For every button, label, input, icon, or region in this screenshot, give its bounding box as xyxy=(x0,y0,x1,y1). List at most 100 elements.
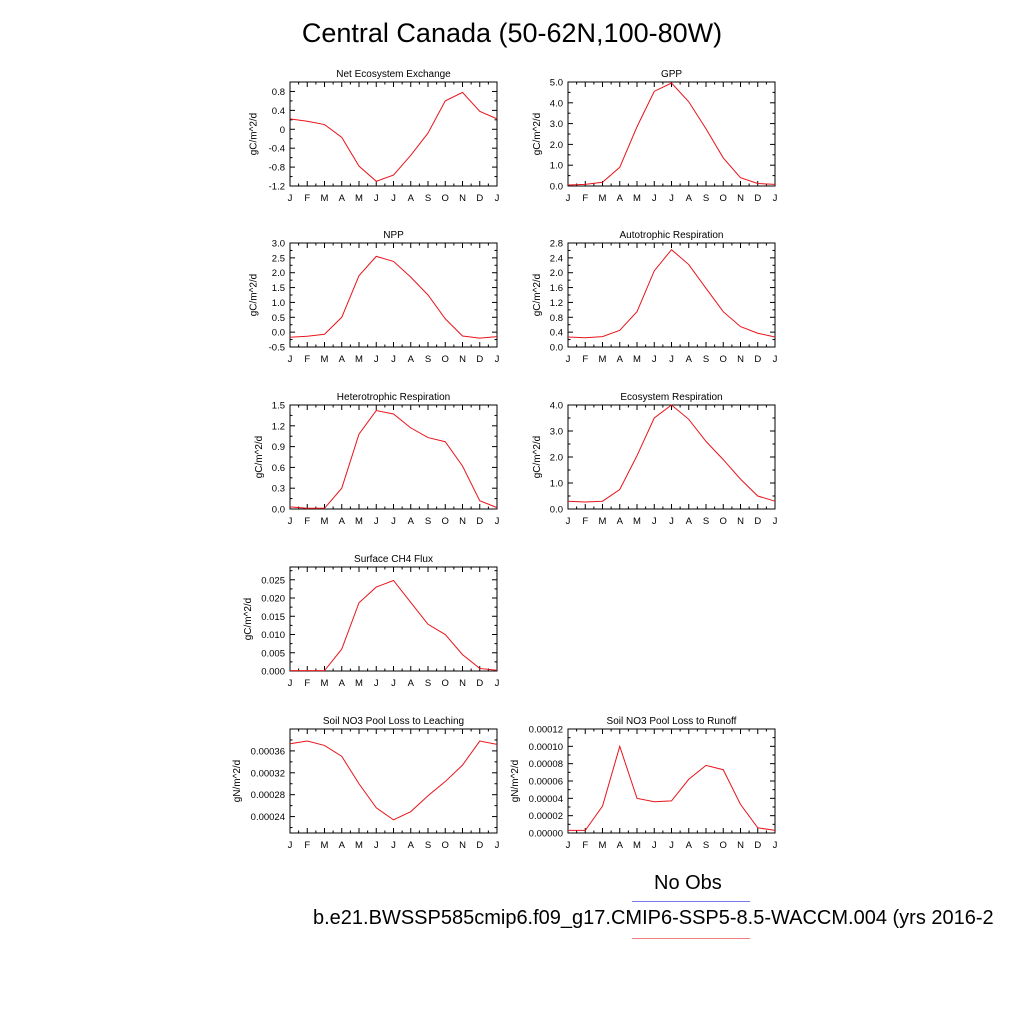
x-tick-label: F xyxy=(582,516,588,527)
x-tick-label: J xyxy=(374,840,379,851)
x-tick-label: S xyxy=(425,354,431,365)
x-tick-label: F xyxy=(304,193,310,204)
x-tick-label: O xyxy=(720,516,727,527)
y-tick-label: 0.00036 xyxy=(251,746,285,757)
x-tick-label: J xyxy=(566,516,571,527)
y-tick-label: 3.0 xyxy=(550,427,563,438)
chart-title: Autotrophic Respiration xyxy=(620,230,724,241)
y-tick-label: 0.00032 xyxy=(251,768,285,779)
series-line xyxy=(289,409,498,509)
x-tick-label: O xyxy=(442,516,449,527)
x-tick-label: M xyxy=(633,354,641,365)
x-tick-label: M xyxy=(599,840,607,851)
y-tick-label: 1.5 xyxy=(272,283,285,294)
legend-case-label: b.e21.BWSSP585cmip6.f09_g17.CMIP6-SSP5-8… xyxy=(313,907,994,929)
y-tick-label: 2.4 xyxy=(550,253,563,264)
y-tick-label: 2.8 xyxy=(550,239,563,250)
chart-title: GPP xyxy=(661,69,682,80)
y-tick-label: 1.2 xyxy=(550,298,563,309)
chart-title: Net Ecosystem Exchange xyxy=(336,69,451,80)
series-line xyxy=(567,248,776,339)
x-tick-label: N xyxy=(737,354,744,365)
x-tick-label: M xyxy=(355,516,363,527)
x-tick-label: J xyxy=(495,516,500,527)
x-tick-label: J xyxy=(669,354,674,365)
x-tick-label: J xyxy=(288,516,293,527)
y-tick-label: 2.0 xyxy=(550,453,563,464)
series-line xyxy=(567,82,776,186)
x-tick-label: J xyxy=(652,354,657,365)
x-tick-label: J xyxy=(495,354,500,365)
x-tick-label: S xyxy=(703,193,709,204)
plot-frame xyxy=(289,404,498,510)
x-tick-label: J xyxy=(773,840,778,851)
x-tick-label: M xyxy=(599,193,607,204)
y-tick-label: 0.005 xyxy=(261,648,285,659)
y-tick-label: 0.00008 xyxy=(529,759,563,770)
x-tick-label: J xyxy=(773,354,778,365)
chart-title: Heterotrophic Respiration xyxy=(337,392,450,403)
y-tick-label: 0.0 xyxy=(550,182,563,193)
x-tick-label: J xyxy=(652,516,657,527)
y-tick-label: 0.3 xyxy=(272,484,285,495)
y-tick-label: 1.6 xyxy=(550,283,563,294)
x-tick-label: J xyxy=(773,516,778,527)
x-tick-label: J xyxy=(652,193,657,204)
x-tick-label: D xyxy=(476,516,483,527)
y-tick-label: 2.0 xyxy=(272,268,285,279)
x-tick-label: M xyxy=(355,840,363,851)
x-tick-label: J xyxy=(566,354,571,365)
y-axis-label: gC/m^2/d xyxy=(532,274,543,317)
x-tick-label: N xyxy=(459,840,466,851)
x-tick-label: D xyxy=(754,354,761,365)
y-tick-label: 1.0 xyxy=(550,161,563,172)
series-line xyxy=(567,404,776,503)
x-tick-label: A xyxy=(339,516,346,527)
x-tick-label: M xyxy=(321,678,329,689)
legend-obs-label: No Obs xyxy=(654,872,722,894)
y-axis-label: gN/m^2/d xyxy=(232,760,243,803)
x-tick-label: D xyxy=(754,193,761,204)
x-tick-label: J xyxy=(374,678,379,689)
x-tick-label: F xyxy=(582,354,588,365)
x-tick-label: M xyxy=(355,678,363,689)
x-tick-label: N xyxy=(459,516,466,527)
y-tick-label: 0.4 xyxy=(550,328,563,339)
x-tick-label: N xyxy=(737,840,744,851)
y-tick-label: -0.8 xyxy=(269,163,285,174)
y-tick-label: 4.0 xyxy=(550,401,563,412)
y-tick-label: 0.8 xyxy=(272,87,285,98)
plot-frame xyxy=(567,81,776,187)
x-tick-label: A xyxy=(686,193,693,204)
x-tick-label: A xyxy=(686,840,693,851)
x-tick-label: A xyxy=(339,840,346,851)
x-tick-label: O xyxy=(442,840,449,851)
x-tick-label: J xyxy=(495,840,500,851)
chart-title: Surface CH4 Flux xyxy=(354,554,433,565)
y-tick-label: 0.010 xyxy=(261,630,285,641)
x-tick-label: J xyxy=(288,193,293,204)
y-axis-label: gN/m^2/d xyxy=(510,760,521,803)
x-tick-label: N xyxy=(737,516,744,527)
x-tick-label: D xyxy=(754,516,761,527)
x-tick-label: J xyxy=(773,193,778,204)
y-tick-label: -0.5 xyxy=(269,343,285,354)
y-tick-label: 0.5 xyxy=(272,313,285,324)
plot-frame xyxy=(289,566,498,672)
series-line xyxy=(568,744,776,831)
x-tick-label: J xyxy=(652,840,657,851)
x-tick-label: S xyxy=(425,193,431,204)
x-tick-label: M xyxy=(633,516,641,527)
y-tick-label: 0.8 xyxy=(550,313,563,324)
x-tick-label: F xyxy=(304,516,310,527)
x-tick-label: S xyxy=(703,840,709,851)
y-tick-label: 0.000 xyxy=(261,667,285,678)
x-tick-label: A xyxy=(617,516,624,527)
x-tick-label: F xyxy=(304,678,310,689)
x-tick-label: J xyxy=(566,193,571,204)
x-tick-label: F xyxy=(304,354,310,365)
y-tick-label: -1.2 xyxy=(269,182,285,193)
y-tick-label: 2.5 xyxy=(272,253,285,264)
plot-frame xyxy=(289,242,498,348)
